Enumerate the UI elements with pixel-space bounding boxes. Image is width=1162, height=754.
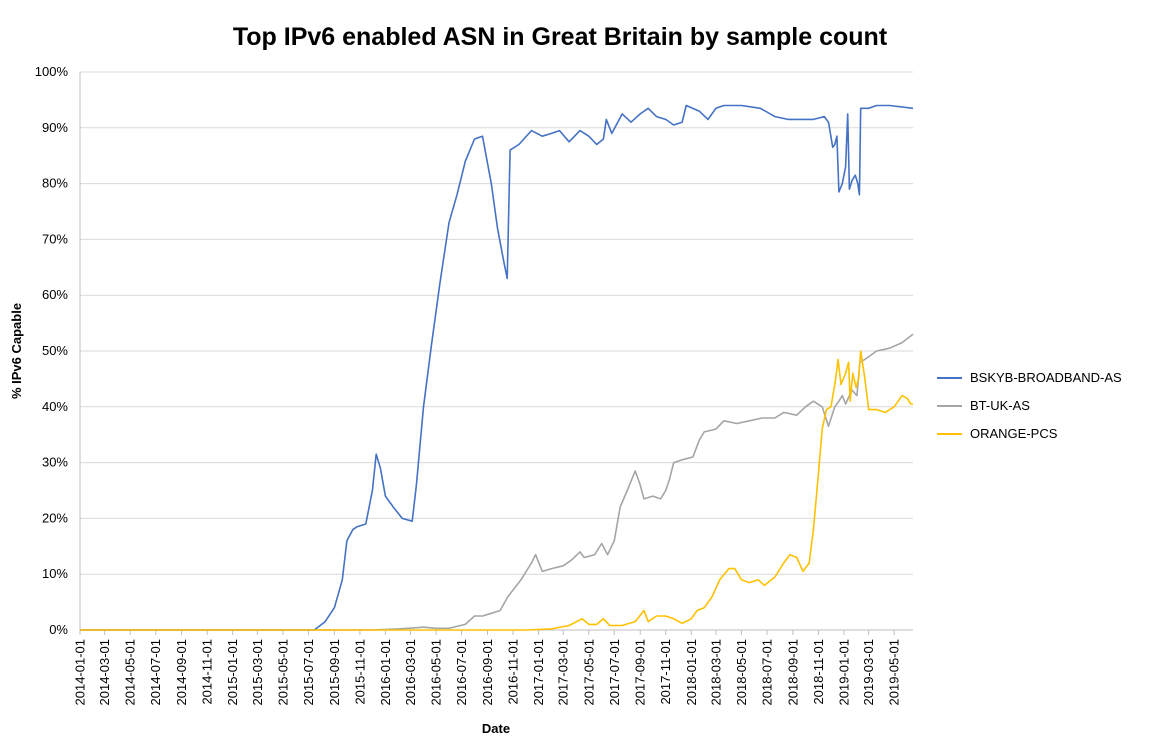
x-tick-label: 2016-07-01 bbox=[454, 639, 469, 706]
x-tick-label: 2018-05-01 bbox=[734, 639, 749, 706]
x-tick-label: 2019-05-01 bbox=[887, 639, 902, 706]
x-tick-label: 2018-09-01 bbox=[785, 639, 800, 706]
x-tick-label: 2015-09-01 bbox=[327, 639, 342, 706]
x-tick-label: 2016-05-01 bbox=[429, 639, 444, 706]
x-tick-label: 2014-05-01 bbox=[123, 639, 138, 706]
x-tick-label: 2016-09-01 bbox=[480, 639, 495, 706]
series-line-orange-pcs bbox=[80, 350, 913, 631]
x-tick-label: 2014-03-01 bbox=[97, 639, 112, 706]
gridlines bbox=[79, 71, 913, 631]
y-tick-label: 40% bbox=[42, 399, 68, 414]
x-tick-label: 2017-07-01 bbox=[607, 639, 622, 706]
x-tick-label: 2018-11-01 bbox=[811, 639, 826, 705]
y-tick-label: 60% bbox=[42, 287, 68, 302]
x-tick-label: 2018-01-01 bbox=[684, 639, 699, 706]
chart-title: Top IPv6 enabled ASN in Great Britain by… bbox=[233, 23, 888, 51]
legend-label: ORANGE-PCS bbox=[970, 426, 1058, 441]
x-tick-label: 2015-05-01 bbox=[275, 639, 290, 706]
x-tick-label: 2014-09-01 bbox=[174, 639, 189, 706]
y-tick-label: 20% bbox=[42, 510, 68, 525]
series-line-bt-uk-as bbox=[80, 333, 914, 631]
x-tick-label: 2015-01-01 bbox=[225, 639, 240, 706]
y-tick-label: 0% bbox=[49, 622, 68, 637]
x-tick-label: 2018-07-01 bbox=[759, 639, 774, 706]
x-axis-ticks: 2014-01-01 2014-03-01 2014-05-01 2014-07-01… bbox=[73, 630, 902, 706]
x-tick-label: 2017-11-01 bbox=[658, 639, 673, 705]
y-tick-label: 70% bbox=[42, 231, 68, 246]
x-tick-label: 2015-03-01 bbox=[250, 639, 265, 706]
series-line-bskyb-broadband-as bbox=[80, 104, 914, 631]
y-tick-label: 50% bbox=[42, 343, 68, 358]
x-tick-label: 2015-11-01 bbox=[352, 639, 367, 705]
y-tick-label: 100% bbox=[35, 64, 69, 79]
x-tick-label: 2018-03-01 bbox=[708, 639, 723, 706]
x-tick-label: 2014-07-01 bbox=[148, 639, 163, 706]
x-tick-label: 2014-11-01 bbox=[200, 639, 215, 705]
series-lines bbox=[80, 104, 914, 631]
x-tick-label: 2016-03-01 bbox=[403, 639, 418, 706]
y-tick-label: 30% bbox=[42, 455, 68, 470]
x-tick-label: 2019-03-01 bbox=[861, 639, 876, 706]
x-tick-label: 2015-07-01 bbox=[301, 639, 316, 706]
y-tick-label: 90% bbox=[42, 120, 68, 135]
legend-label: BSKYB-BROADBAND-AS bbox=[970, 370, 1122, 385]
x-tick-label: 2016-11-01 bbox=[506, 639, 521, 705]
x-tick-label: 2017-03-01 bbox=[556, 639, 571, 706]
x-tick-label: 2017-01-01 bbox=[531, 639, 546, 706]
legend-label: BT-UK-AS bbox=[970, 398, 1030, 413]
y-axis-ticks: 0% 10% 20% 30% 40% 50% 60% 70% 80% 90% 100% bbox=[35, 64, 69, 637]
x-tick-label: 2017-05-01 bbox=[581, 639, 596, 706]
y-tick-label: 80% bbox=[42, 176, 68, 191]
x-axis-label: Date bbox=[482, 721, 510, 736]
y-tick-label: 10% bbox=[42, 566, 68, 581]
x-tick-label: 2016-01-01 bbox=[378, 639, 393, 706]
legend: BSKYB-BROADBAND-AS BT-UK-AS ORANGE-PCS bbox=[937, 370, 1122, 441]
y-axis-label: % IPv6 Capable bbox=[9, 303, 24, 399]
x-tick-label: 2014-01-01 bbox=[73, 639, 88, 706]
x-tick-label: 2017-09-01 bbox=[633, 639, 648, 706]
x-tick-label: 2019-01-01 bbox=[836, 639, 851, 706]
